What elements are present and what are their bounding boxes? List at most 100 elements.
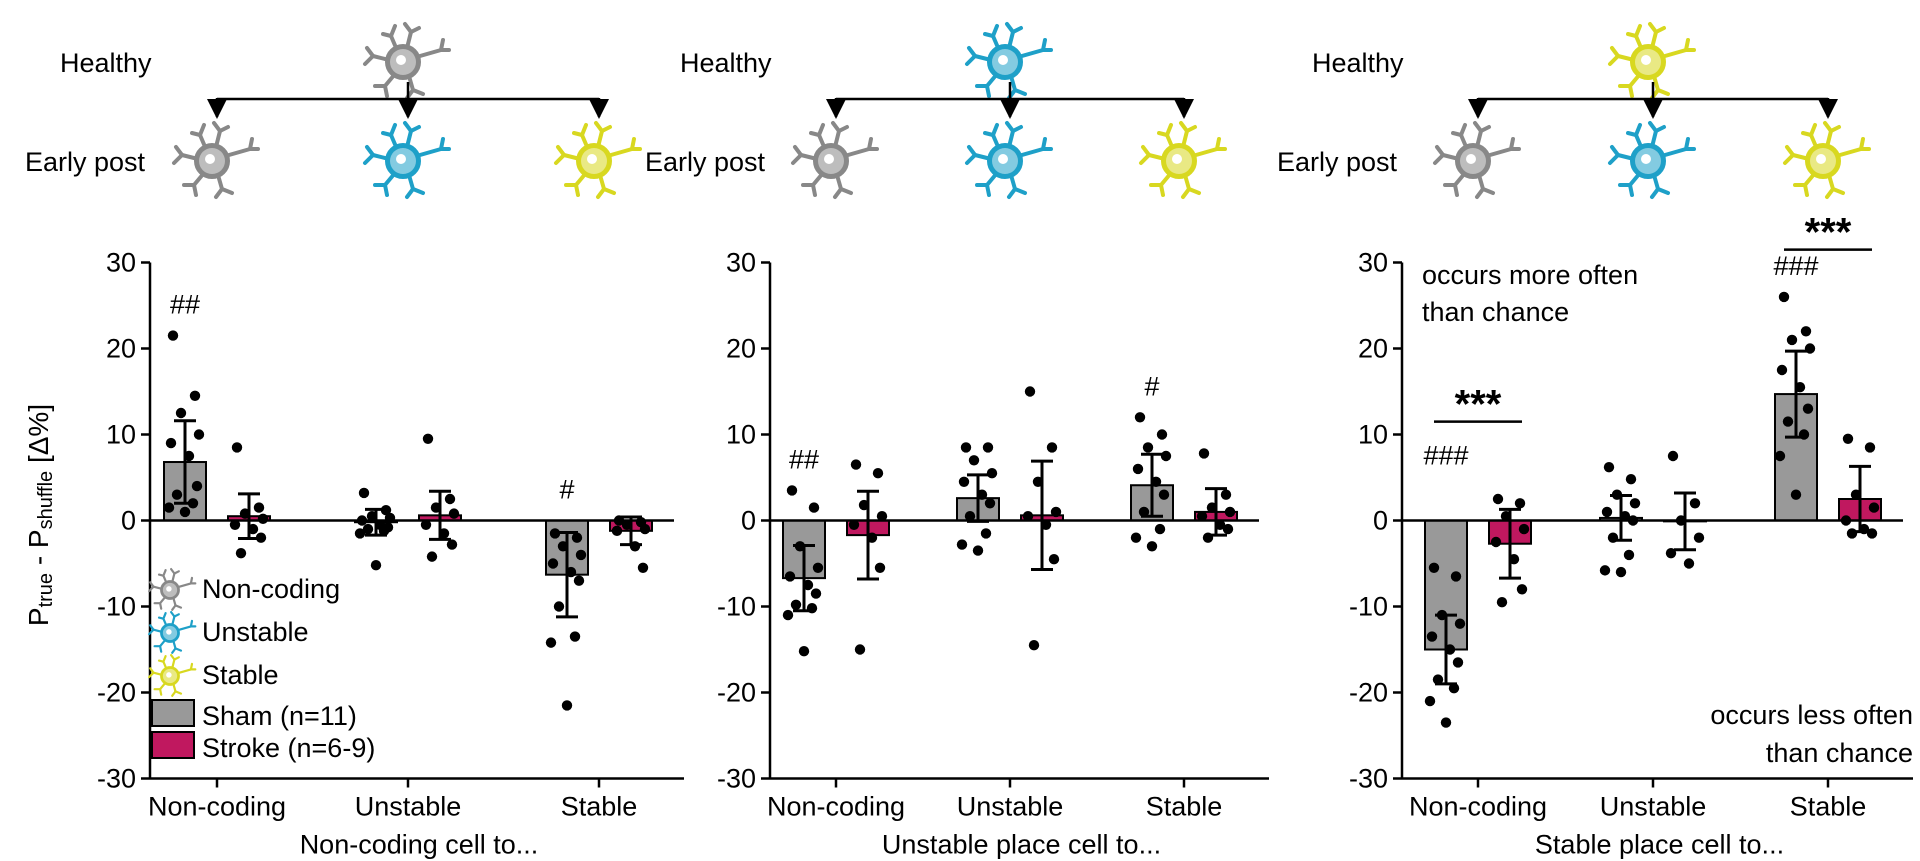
- data-point: [1452, 657, 1464, 668]
- data-point: [1050, 506, 1062, 518]
- data-point: [1222, 523, 1234, 535]
- data-point: [1428, 562, 1440, 573]
- y-tick-label: 10: [726, 420, 756, 450]
- healthy-label: Healthy: [680, 48, 772, 78]
- neuron-process: [409, 26, 421, 34]
- early-post-label: Early post: [25, 147, 146, 177]
- x-tick-label: Stable: [1146, 792, 1223, 822]
- data-point: [1599, 565, 1611, 576]
- neuron-nucleus: [1466, 154, 1476, 164]
- data-point: [982, 442, 994, 453]
- data-point: [1850, 489, 1862, 500]
- y-tick-label: 0: [1373, 506, 1388, 536]
- data-point: [1220, 489, 1232, 500]
- data-point: [1196, 511, 1208, 522]
- data-point: [358, 487, 370, 499]
- legend-sham-swatch: [151, 699, 195, 727]
- neuron-nucleus: [166, 586, 172, 592]
- neuron-process: [839, 187, 853, 195]
- data-point: [798, 646, 810, 657]
- data-point: [378, 525, 390, 537]
- y-tick-label: -10: [717, 592, 756, 622]
- data-point: [1224, 506, 1236, 518]
- legend-unstable-neuron-icon: [147, 610, 197, 654]
- data-point: [422, 433, 434, 444]
- neuron-process: [600, 125, 612, 133]
- significance-hash: ##: [789, 444, 819, 474]
- x-axis-title: Unstable place cell to...: [882, 830, 1161, 860]
- data-point: [370, 560, 382, 571]
- data-point: [1046, 442, 1058, 453]
- data-point: [858, 499, 870, 511]
- y-tick-label: 20: [726, 334, 756, 364]
- panel-2: -30 -20 -10 0 10 20 30 Non-coding Unstable Stable…: [717, 248, 1269, 860]
- healthy-unstable-cell-icon: [965, 22, 1053, 100]
- data-point: [802, 579, 814, 591]
- data-point: [1202, 532, 1214, 543]
- neuron-process: [158, 645, 163, 653]
- y-tick-label: 30: [106, 248, 136, 278]
- early-noncoding-cell-icon: [1433, 121, 1521, 199]
- neuron-nucleus: [998, 154, 1008, 164]
- data-point: [187, 498, 199, 509]
- healthy-stable-cell-icon: [1608, 22, 1696, 100]
- neuron-process: [1809, 123, 1817, 137]
- schematic-panel-2: Healthy Early post: [645, 22, 1227, 199]
- legend-stable-neuron-icon: [147, 653, 197, 697]
- data-point: [1508, 554, 1520, 565]
- data-point: [1518, 523, 1530, 535]
- data-point: [1500, 511, 1512, 522]
- data-point: [611, 525, 623, 537]
- neuron-process: [965, 54, 977, 66]
- data-point: [639, 523, 651, 535]
- annotation-less-often-line2: than chance: [1766, 738, 1913, 768]
- data-point: [874, 562, 886, 573]
- neuron-process: [1185, 125, 1197, 133]
- significance-hash: #: [559, 475, 574, 505]
- data-point: [1154, 523, 1166, 535]
- neuron-process: [1608, 54, 1620, 66]
- healthy-noncoding-cell-icon: [363, 22, 451, 100]
- neuron-process: [1041, 38, 1047, 52]
- data-point: [976, 489, 988, 500]
- data-point: [1693, 532, 1705, 543]
- data-point: [1802, 403, 1814, 414]
- data-point: [848, 519, 860, 530]
- data-point: [362, 523, 374, 535]
- data-point: [1667, 450, 1679, 462]
- neuron-process: [383, 84, 389, 98]
- x-axis-title: Non-coding cell to...: [300, 830, 539, 860]
- neuron-process: [574, 183, 580, 197]
- neuron-process: [1479, 125, 1491, 133]
- neuron-process: [985, 183, 991, 197]
- neuron-process: [189, 619, 194, 628]
- significance-hash: #: [1144, 371, 1159, 401]
- early-stable-cell-icon: [554, 121, 642, 199]
- data-point: [549, 528, 561, 539]
- y-tick-label: 30: [726, 248, 756, 278]
- neuron-process: [1831, 187, 1845, 195]
- y-tick-label: -10: [1349, 592, 1388, 622]
- data-point: [1623, 549, 1635, 561]
- legend-noncoding: Non-coding: [147, 567, 340, 611]
- data-point: [561, 700, 573, 711]
- legend-sham: Sham (n=11): [151, 699, 357, 731]
- data-point: [1214, 519, 1226, 530]
- y-tick-label: -30: [717, 764, 756, 794]
- significance-hash: ###: [1423, 441, 1468, 471]
- y-tick-label: 30: [1358, 248, 1388, 278]
- neuron-process: [602, 187, 616, 195]
- neuron-process: [218, 125, 230, 133]
- neuron-process: [1628, 183, 1634, 197]
- data-point: [1776, 364, 1788, 376]
- neuron-process: [1656, 88, 1670, 96]
- data-point: [1516, 584, 1528, 595]
- data-point: [547, 558, 559, 569]
- data-point: [1611, 489, 1623, 500]
- neuron-process: [1013, 88, 1027, 96]
- data-point: [1198, 448, 1210, 459]
- neuron-process: [1634, 24, 1642, 38]
- data-point: [167, 330, 179, 341]
- data-point: [1048, 554, 1060, 565]
- legend-noncoding-icon: [147, 567, 197, 611]
